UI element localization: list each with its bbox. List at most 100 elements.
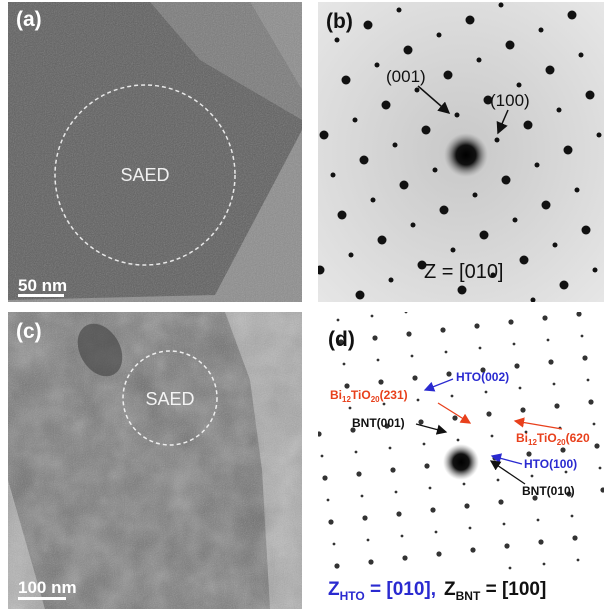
diffraction-spot — [553, 243, 558, 248]
text: (231) — [380, 388, 408, 402]
annotation: HTO(002) — [456, 370, 509, 384]
diffraction-spot — [565, 471, 568, 474]
diffraction-spot — [537, 519, 540, 522]
diffraction-spot — [526, 451, 531, 456]
diffraction-spot — [334, 563, 339, 568]
diffraction-spot — [531, 475, 534, 478]
diffraction-spot — [367, 539, 370, 542]
diffraction-spot — [498, 499, 503, 504]
diffraction-spot — [349, 253, 354, 258]
diffraction-spot — [547, 339, 550, 342]
diffraction-spot — [412, 375, 417, 380]
diffraction-spot — [378, 379, 383, 384]
diffraction-spot — [360, 156, 369, 165]
diffraction-spot — [560, 281, 569, 290]
diffraction-spot — [582, 355, 587, 360]
diffraction-spot — [444, 71, 453, 80]
panel-b: (b) (001) (100) Z = [010] — [316, 2, 605, 303]
diffraction-spot — [371, 315, 374, 318]
diffraction-spot — [593, 423, 596, 426]
diffraction-spot — [355, 451, 358, 454]
diffraction-spot — [320, 131, 329, 140]
diffraction-spot — [316, 431, 321, 436]
diffraction-spot — [400, 181, 409, 190]
diffraction-spot — [479, 347, 482, 350]
diffraction-spot — [356, 291, 365, 300]
diffraction-spot — [435, 531, 438, 534]
diffraction-spot — [594, 443, 599, 448]
diffraction-spot — [464, 503, 469, 508]
diffraction-spot — [466, 16, 475, 25]
diffraction-spot — [538, 539, 543, 544]
panel-label: (b) — [326, 10, 353, 33]
text: (620 — [566, 431, 590, 445]
diffraction-spot — [600, 487, 605, 492]
diffraction-spot — [519, 387, 522, 390]
diffraction-spot — [445, 351, 448, 354]
annotation: HTO(100) — [524, 457, 577, 471]
diffraction-spot — [553, 383, 556, 386]
diffraction-spot — [557, 108, 562, 113]
diffraction-spot — [509, 567, 512, 570]
diffraction-spot — [504, 543, 509, 548]
diffraction-spot — [455, 113, 460, 118]
diffraction-spot — [328, 519, 333, 524]
panel-label: (a) — [16, 8, 42, 31]
diffraction-spot — [418, 419, 423, 424]
panel-label: (d) — [328, 328, 355, 351]
scale-bar-label: 50 nm — [18, 276, 67, 295]
text: TiO — [537, 431, 557, 445]
diffraction-spot — [436, 551, 441, 556]
central-spot — [444, 133, 488, 177]
diffraction-spot — [446, 371, 451, 376]
diffraction-spot — [397, 8, 402, 13]
diffraction-spot — [517, 83, 522, 88]
diffraction-spot — [575, 188, 580, 193]
diffraction-spot — [451, 395, 454, 398]
diffraction-spot — [349, 407, 352, 410]
text: Z — [444, 579, 456, 600]
diffraction-spot — [485, 391, 488, 394]
diffraction-spot — [362, 515, 367, 520]
saed-label: SAED — [145, 389, 194, 409]
diffraction-spot — [375, 63, 380, 68]
diffraction-spot — [452, 415, 457, 420]
diffraction-spot — [404, 46, 413, 55]
diffraction-spot — [586, 91, 595, 100]
diffraction-spot — [524, 121, 533, 130]
diffraction-spot — [343, 363, 346, 366]
diffraction-spot — [486, 411, 491, 416]
annotation: Bi12TiO20(620 — [516, 431, 590, 447]
diffraction-spot — [506, 41, 515, 50]
diffraction-spot — [564, 146, 573, 155]
diffraction-spot — [582, 226, 591, 235]
figure: (a) SAED 50 nm (b) (001) (100) Z = [010]… — [0, 0, 606, 611]
diffraction-spot — [440, 327, 445, 332]
diffraction-spot — [514, 363, 519, 368]
diffraction-spot — [543, 563, 546, 566]
diffraction-spot — [568, 11, 577, 20]
diffraction-spot — [389, 447, 392, 450]
diffraction-spot — [491, 435, 494, 438]
text: = [010], — [365, 579, 436, 600]
diffraction-spot — [437, 33, 442, 38]
diffraction-spot — [411, 355, 414, 358]
diffraction-spot — [597, 133, 602, 138]
diffraction-spot — [469, 527, 472, 530]
text: Z — [328, 579, 340, 600]
diffraction-spot — [577, 559, 580, 562]
diffraction-spot — [474, 323, 479, 328]
subscript: BNT — [456, 589, 481, 603]
diffraction-spot — [389, 278, 394, 283]
spot-label: (100) — [490, 91, 530, 110]
diffraction-spot — [406, 331, 411, 336]
diffraction-spot — [480, 231, 489, 240]
diffraction-spot — [546, 66, 555, 75]
scale-bar-label: 100 nm — [18, 578, 77, 597]
diffraction-spot — [353, 118, 358, 123]
diffraction-spot — [433, 168, 438, 173]
diffraction-spot — [599, 467, 602, 470]
diffraction-spot — [333, 543, 336, 546]
diffraction-spot — [393, 143, 398, 148]
central-spot — [443, 444, 479, 480]
